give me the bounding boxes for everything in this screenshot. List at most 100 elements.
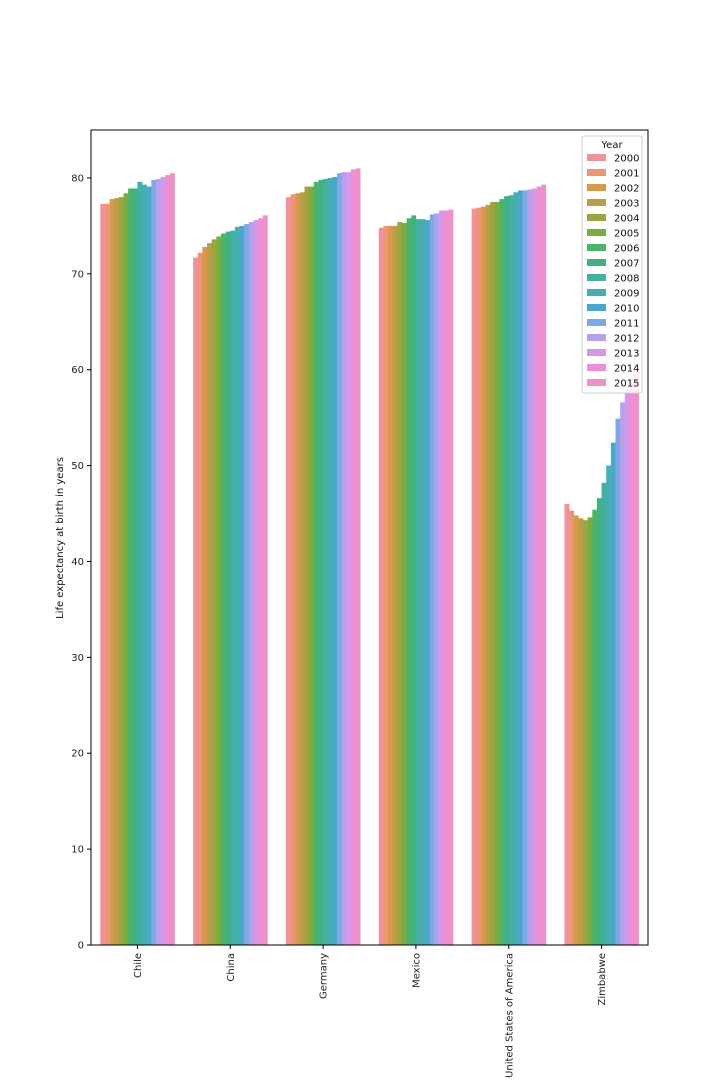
bar — [564, 503, 570, 945]
y-tick-label: 10 — [71, 845, 84, 856]
bar — [518, 190, 523, 945]
bar — [573, 515, 579, 945]
bar — [327, 177, 333, 945]
legend-swatch — [587, 349, 606, 356]
bar — [513, 192, 519, 945]
bar — [239, 225, 245, 945]
legend-swatch — [587, 244, 606, 251]
bar — [592, 509, 598, 945]
legend-items: 2000 2001 2002 2003 2004 2005 2006 2007 2008 2009… — [587, 154, 639, 390]
bar — [536, 186, 542, 945]
bar — [388, 225, 394, 945]
legend-entry-label: 2010 — [614, 304, 639, 315]
legend-swatch — [587, 154, 606, 161]
legend-title: Year — [600, 140, 623, 151]
bar — [448, 209, 454, 945]
bar — [397, 222, 403, 946]
bar — [434, 213, 440, 946]
bar — [165, 175, 171, 945]
bar — [202, 246, 208, 946]
bar — [132, 188, 138, 946]
bar — [346, 172, 352, 945]
bar — [109, 199, 115, 946]
bar — [155, 178, 161, 945]
bar — [350, 169, 356, 945]
legend-swatch — [587, 364, 606, 371]
bar — [323, 178, 329, 945]
bar — [197, 252, 203, 946]
legend-swatch — [587, 199, 606, 206]
bar — [234, 226, 240, 946]
bar — [151, 179, 157, 946]
legend-entry-label: 2002 — [614, 184, 639, 195]
bar — [624, 388, 630, 945]
y-axis: 0 10 20 30 40 50 60 70 80 — [71, 173, 91, 952]
bar — [248, 222, 254, 946]
bar — [620, 402, 626, 945]
bar — [225, 231, 231, 945]
bar — [258, 218, 264, 945]
plot-frame — [90, 129, 649, 946]
legend-swatch — [587, 229, 606, 236]
bar — [160, 176, 166, 946]
bar — [406, 218, 412, 945]
x-tick-label: Zimbabwe — [597, 953, 608, 1006]
legend-entry-label: 2003 — [614, 199, 639, 210]
bar — [425, 220, 431, 945]
x-axis: Chile China Germany Mexico United States of … — [133, 945, 608, 1078]
bar — [290, 194, 296, 946]
legend-entry-label: 2008 — [614, 274, 639, 285]
y-tick-label: 70 — [71, 269, 84, 280]
bar — [504, 196, 510, 945]
bar — [634, 362, 640, 945]
bar — [601, 482, 607, 945]
bar — [490, 201, 496, 945]
legend-entry-label: 2013 — [614, 349, 639, 360]
bar — [508, 195, 514, 945]
bar — [220, 233, 226, 946]
bar — [443, 210, 449, 946]
bar — [207, 243, 212, 945]
x-tick-label: China — [226, 953, 237, 982]
y-tick-label: 60 — [71, 365, 84, 376]
bar — [313, 181, 319, 945]
x-tick-label: Mexico — [411, 953, 422, 988]
bar — [318, 179, 324, 946]
legend-entry-label: 2012 — [614, 334, 639, 345]
bar — [337, 173, 342, 945]
y-tick-label: 20 — [71, 749, 84, 760]
bar — [531, 188, 537, 946]
legend-entry-label: 2014 — [614, 364, 639, 375]
bar — [230, 230, 236, 945]
legend-entry-label: 2000 — [614, 154, 639, 165]
bar — [355, 168, 361, 946]
bar — [522, 190, 528, 945]
bar — [142, 184, 147, 945]
bar — [587, 517, 593, 945]
legend-swatch — [587, 259, 606, 266]
y-tick-label: 80 — [71, 173, 84, 184]
legend: Year 20002001200220032004200520062007200… — [581, 135, 643, 394]
bar — [494, 201, 500, 945]
bar — [527, 189, 533, 945]
legend-entry-label: 2011 — [614, 319, 639, 330]
bar — [100, 203, 106, 945]
bar — [606, 465, 612, 945]
legend-swatch — [587, 184, 606, 191]
bar — [253, 220, 259, 945]
bar — [118, 197, 124, 945]
legend-swatch — [587, 319, 606, 326]
legend-swatch — [587, 169, 606, 176]
bar — [610, 442, 616, 945]
bar — [392, 225, 398, 945]
legend-entry-label: 2004 — [614, 214, 639, 225]
legend-entry-label: 2005 — [614, 229, 639, 240]
bar — [480, 206, 486, 945]
legend-swatch — [587, 379, 606, 386]
bar — [439, 210, 445, 946]
bar — [476, 207, 482, 945]
bar — [541, 184, 547, 945]
x-tick-label: United States of America — [504, 953, 515, 1078]
bar — [244, 223, 250, 945]
bar — [378, 227, 384, 946]
